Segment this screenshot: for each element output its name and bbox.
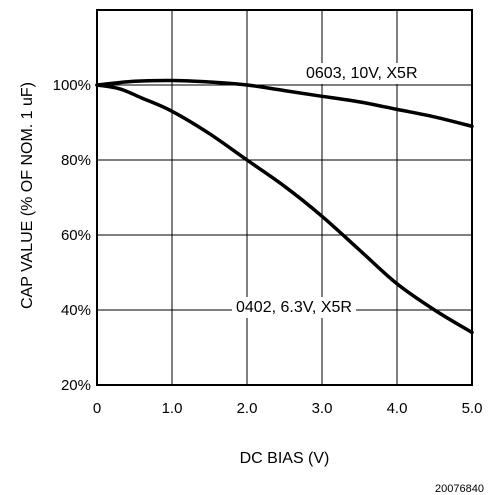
series-label-1: 0603, 10V, X5R xyxy=(306,65,418,82)
x-tick-label: 0 xyxy=(93,400,101,417)
series-label-2: 0402, 6.3V, X5R xyxy=(236,299,352,316)
x-axis-label: DC BIAS (V) xyxy=(240,450,330,467)
x-tick-label: 3.0 xyxy=(312,400,333,417)
x-tick-label: 4.0 xyxy=(387,400,408,417)
series-label-bg xyxy=(302,63,422,84)
y-tick-label: 20% xyxy=(61,377,91,394)
y-axis-label: CAP VALUE (% OF NOM. 1 uF) xyxy=(19,82,36,309)
y-tick-label: 60% xyxy=(61,227,91,244)
y-tick-labels: 20% 40% 60% 80% 100% xyxy=(53,77,91,394)
series-label-bg xyxy=(232,297,356,318)
x-tick-labels: 0 1.0 2.0 3.0 4.0 5.0 xyxy=(93,400,483,417)
y-tick-label: 40% xyxy=(61,302,91,319)
y-tick-label: 100% xyxy=(53,77,91,94)
series-line-2 xyxy=(95,83,474,335)
series-label-layer: 0603, 10V, X5R 0402, 6.3V, X5R xyxy=(232,63,422,318)
series-line-1 xyxy=(95,78,474,129)
x-tick-label: 1.0 xyxy=(162,400,183,417)
plot-frame xyxy=(96,9,473,386)
x-tick-label: 5.0 xyxy=(462,400,483,417)
figure-id: 20076840 xyxy=(435,483,484,495)
x-tick-label: 2.0 xyxy=(237,400,258,417)
y-tick-label: 80% xyxy=(61,152,91,169)
series-layer xyxy=(95,78,474,335)
